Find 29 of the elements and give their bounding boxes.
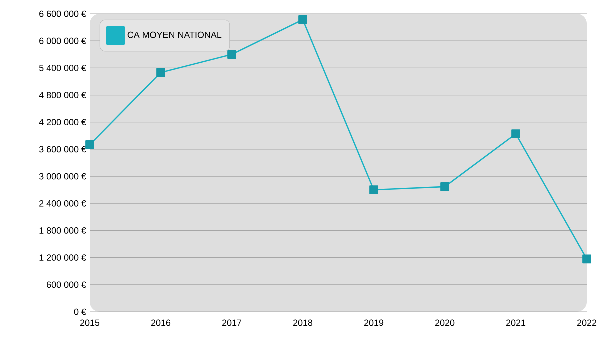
y-tick-label: 0 € bbox=[74, 308, 86, 316]
y-tick-label: 5 400 000 € bbox=[39, 65, 86, 72]
y-tick-label: 6 600 000 € bbox=[40, 10, 86, 18]
point bbox=[370, 186, 378, 195]
point bbox=[440, 182, 450, 192]
point bbox=[86, 140, 94, 150]
point bbox=[582, 254, 592, 264]
y-tick-label: 1 800 000 € bbox=[40, 228, 86, 234]
point bbox=[512, 130, 520, 139]
x-tick-label: 2016 bbox=[151, 320, 171, 326]
x-tick-label: 2020 bbox=[435, 320, 455, 326]
y-tick-label: 3 600 000 € bbox=[39, 146, 86, 153]
x-tick-label: 2017 bbox=[222, 320, 242, 326]
x-tick-label: 2018 bbox=[293, 320, 313, 326]
point bbox=[156, 68, 166, 78]
y-tick-label: 6 000 000 € bbox=[40, 38, 86, 44]
legend-label: CA MOYEN NATIONAL bbox=[128, 32, 222, 38]
x-tick-label: 2022 bbox=[577, 320, 597, 326]
y-tick-label: 2 400 000 € bbox=[40, 200, 86, 207]
x-tick-label: 2019 bbox=[364, 320, 384, 326]
x-tick-label: 2015 bbox=[80, 320, 100, 326]
y-tick-label: 1 200 000 € bbox=[40, 254, 86, 261]
y-tick-label: 600 000 € bbox=[47, 282, 86, 288]
y-tick-label: 3 000 000 € bbox=[39, 173, 86, 180]
y-tick-label: 4 200 000 € bbox=[39, 119, 86, 126]
point bbox=[298, 15, 308, 24]
y-tick-label: 4 800 000 € bbox=[39, 92, 86, 98]
point bbox=[228, 50, 236, 60]
x-tick-label: 2021 bbox=[506, 320, 526, 326]
